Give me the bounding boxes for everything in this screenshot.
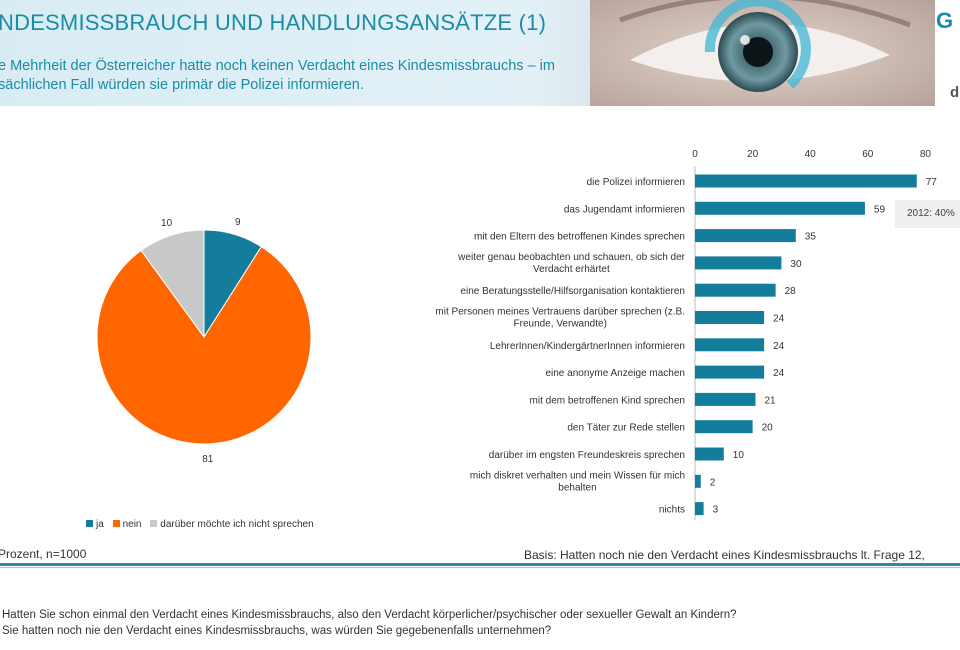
- bar-value-label: 24: [773, 341, 785, 352]
- question-2: Sie hatten noch nie den Verdacht eines K…: [2, 625, 552, 637]
- category-label: LehrerInnen/KindergärtnerInnen informier…: [490, 341, 685, 352]
- pie-value-label: 9: [235, 217, 241, 228]
- eye-image: [590, 0, 935, 106]
- pie-slice-nein: [96, 245, 312, 445]
- bar: [695, 447, 724, 461]
- question-1: Hatten Sie schon einmal den Verdacht ein…: [2, 609, 737, 621]
- category-label: Freunde, Verwandte): [514, 319, 607, 330]
- footer-divider-thin: [0, 567, 960, 568]
- legend-swatch: [86, 520, 93, 527]
- category-label: weiter genau beobachten und schauen, ob …: [457, 252, 686, 263]
- bar-value-label: 30: [790, 259, 802, 270]
- bar-value-label: 77: [926, 177, 938, 188]
- bar: [695, 420, 753, 434]
- pie-legend: ja nein darüber möchte ich nicht spreche…: [86, 519, 320, 530]
- category-label: mich diskret verhalten und mein Wissen f…: [470, 470, 685, 481]
- bar-value-label: 35: [805, 232, 817, 243]
- bar: [695, 338, 765, 352]
- bar-value-label: 21: [764, 395, 776, 406]
- page-subtitle: e Mehrheit der Österreicher hatte noch k…: [0, 57, 555, 95]
- legend-item-nein: nein: [112, 519, 142, 530]
- category-label: mit den Eltern des betroffenen Kindes sp…: [474, 232, 685, 243]
- category-label: Verdacht erhärtet: [533, 264, 610, 275]
- pie-chart: 9 81 10: [0, 200, 400, 480]
- category-label: nichts: [659, 505, 685, 516]
- subtitle-line-2: sächlichen Fall würden sie primär die Po…: [0, 77, 364, 93]
- pie-slice-darüber: [140, 229, 205, 339]
- category-label: eine Beratungsstelle/Hilfsorganisation k…: [460, 286, 685, 297]
- bar: [695, 174, 917, 188]
- logo-panel: [935, 0, 960, 106]
- legend-swatch: [150, 520, 158, 527]
- bar-value-label: 59: [874, 204, 886, 215]
- bar-value-label: 2: [710, 477, 716, 488]
- footer-base-note: Basis: Hatten noch nie den Verdacht eine…: [524, 548, 925, 562]
- footer-divider: [0, 563, 960, 566]
- legend-swatch: [112, 520, 120, 527]
- legend-label: darüber möchte ich nicht sprechen: [160, 519, 314, 530]
- page-title: NDESMISSBRAUCH UND HANDLUNGSANSÄTZE (1): [0, 10, 547, 35]
- category-label: die Polizei informieren: [587, 177, 685, 188]
- bar-value-label: 24: [773, 368, 785, 379]
- bar: [695, 256, 782, 270]
- bar-value-label: 3: [713, 505, 719, 516]
- bar-chart: 0 20 40 60 80 77 die Polizei informieren 59 das …: [435, 149, 938, 520]
- bar: [695, 229, 796, 243]
- x-tick-label: 0: [692, 149, 698, 160]
- header-banner: NDESMISSBRAUCH UND HANDLUNGSANSÄTZE (1) …: [0, 0, 960, 106]
- bar: [695, 365, 765, 379]
- bar-value-label: 20: [762, 423, 774, 434]
- bar: [695, 283, 776, 297]
- category-label: behalten: [558, 482, 596, 493]
- pie-value-label: 81: [202, 454, 214, 465]
- category-label: mit dem betroffenen Kind sprechen: [530, 395, 685, 406]
- bar: [695, 311, 765, 324]
- legend-label: ja: [96, 519, 104, 530]
- x-tick-label: 20: [747, 149, 759, 160]
- x-tick-label: 40: [805, 149, 817, 160]
- category-label: darüber im engsten Freundeskreis spreche…: [489, 450, 685, 461]
- bar-value-label: 28: [785, 286, 797, 297]
- pie-chart-svg: 9 81 10: [96, 217, 312, 465]
- x-tick-label: 60: [862, 149, 874, 160]
- legend-label: nein: [122, 519, 142, 530]
- category-label: das Jugendamt informieren: [564, 204, 685, 215]
- bar-value-label: 10: [733, 450, 745, 461]
- category-label: eine anonyme Anzeige machen: [545, 368, 685, 379]
- bar-value-label: 24: [773, 314, 785, 325]
- legend-item-no-answer: darüber möchte ich nicht sprechen: [150, 519, 314, 530]
- comparison-note: 2012: 40%: [895, 200, 960, 228]
- subtitle-line-1: e Mehrheit der Österreicher hatte noch k…: [0, 58, 555, 74]
- x-tick-label: 80: [920, 149, 932, 160]
- category-label: den Täter zur Rede stellen: [567, 423, 685, 434]
- bar: [695, 392, 756, 406]
- pie-value-label: 10: [161, 218, 173, 229]
- footer-unit-note: Prozent, n=1000: [0, 547, 87, 561]
- logo-text: d: [950, 84, 960, 101]
- category-label: mit Personen meines Vertrauens darüber s…: [435, 307, 685, 318]
- bar: [695, 502, 704, 516]
- bar: [695, 201, 865, 215]
- logo-mark: G: [936, 8, 954, 33]
- legend-item-ja: ja: [86, 519, 104, 530]
- bar: [695, 474, 701, 488]
